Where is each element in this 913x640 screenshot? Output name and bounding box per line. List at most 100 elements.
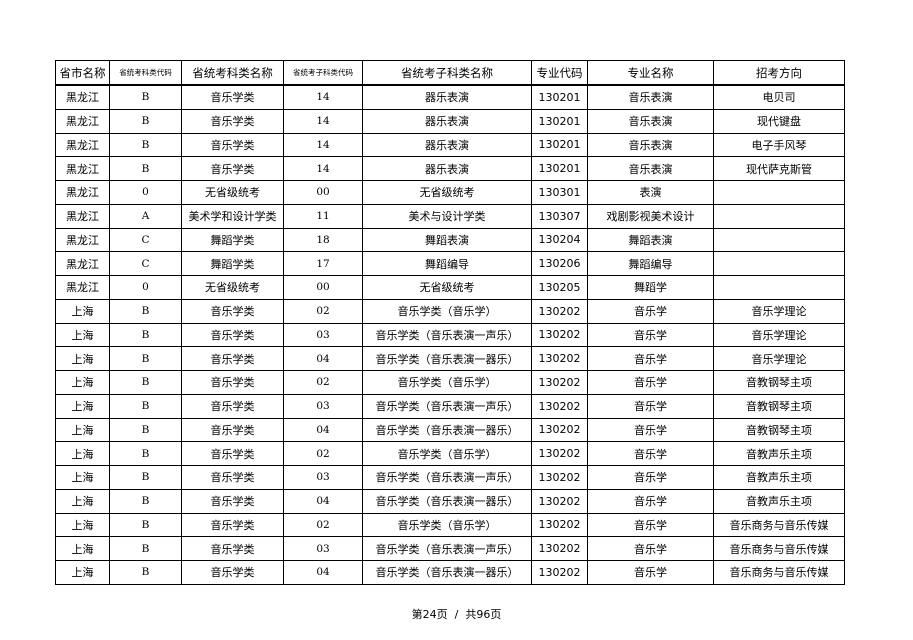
cell-major-code: 130202 xyxy=(531,488,588,514)
cell-subcategory-name: 音乐学类（音乐学） xyxy=(362,441,532,466)
cell-major-code: 130201 xyxy=(531,108,588,134)
cell-major-name: 音乐学 xyxy=(587,417,714,443)
table-row: 上海 B 音乐学类 04 音乐学类（音乐表演一器乐） 130202 音乐学 音教钢琴主项 xyxy=(55,417,845,443)
cell-category-code: B xyxy=(109,322,182,348)
cell-subcategory-code: 00 xyxy=(283,275,363,300)
cell-category-code: A xyxy=(109,203,182,229)
cell-direction: 电子手风琴 xyxy=(713,132,845,158)
cell-major-name: 音乐学 xyxy=(587,298,714,324)
cell-subcategory-name: 音乐学类（音乐表演一声乐） xyxy=(362,536,532,561)
cell-subcategory-code: 03 xyxy=(283,393,363,419)
header-category-code: 省统考科类代码 xyxy=(109,60,182,86)
cell-category-name: 音乐学类 xyxy=(181,370,284,395)
cell-category-name: 音乐学类 xyxy=(181,441,284,466)
cell-category-name: 音乐学类 xyxy=(181,108,284,134)
cell-category-name: 音乐学类 xyxy=(181,346,284,371)
cell-category-name: 音乐学类 xyxy=(181,156,284,181)
cell-major-name: 音乐学 xyxy=(587,322,714,348)
table-row: 黑龙江 B 音乐学类 14 器乐表演 130201 音乐表演 现代键盘 xyxy=(55,108,845,134)
cell-direction: 现代键盘 xyxy=(713,108,845,134)
cell-major-code: 130202 xyxy=(531,512,588,538)
cell-subcategory-code: 02 xyxy=(283,441,363,466)
cell-major-name: 音乐学 xyxy=(587,536,714,561)
cell-subcategory-code: 02 xyxy=(283,298,363,324)
cell-province: 上海 xyxy=(55,322,110,348)
cell-province: 上海 xyxy=(55,560,110,585)
cell-subcategory-name: 音乐学类（音乐表演一器乐） xyxy=(362,488,532,514)
cell-major-name: 音乐学 xyxy=(587,488,714,514)
header-major-code: 专业代码 xyxy=(531,60,588,86)
cell-province: 黑龙江 xyxy=(55,251,110,276)
cell-direction: 现代萨克斯管 xyxy=(713,156,845,181)
cell-major-code: 130205 xyxy=(531,275,588,300)
cell-major-code: 130202 xyxy=(531,536,588,561)
cell-major-name: 音乐学 xyxy=(587,441,714,466)
cell-category-name: 音乐学类 xyxy=(181,560,284,585)
cell-province: 上海 xyxy=(55,393,110,419)
cell-category-code: B xyxy=(109,346,182,371)
cell-province: 黑龙江 xyxy=(55,227,110,253)
cell-subcategory-code: 14 xyxy=(283,108,363,134)
cell-direction: 音乐商务与音乐传媒 xyxy=(713,512,845,538)
cell-subcategory-name: 器乐表演 xyxy=(362,156,532,181)
cell-subcategory-name: 音乐学类（音乐表演一器乐） xyxy=(362,346,532,371)
cell-subcategory-code: 04 xyxy=(283,488,363,514)
cell-category-code: C xyxy=(109,251,182,276)
page-separator: / xyxy=(454,608,459,621)
cell-direction: 音教声乐主项 xyxy=(713,488,845,514)
cell-major-code: 130307 xyxy=(531,203,588,229)
cell-direction xyxy=(713,227,845,253)
cell-subcategory-name: 舞蹈表演 xyxy=(362,227,532,253)
cell-direction: 电贝司 xyxy=(713,84,845,110)
table-row: 黑龙江 B 音乐学类 14 器乐表演 130201 音乐表演 电贝司 xyxy=(55,84,845,110)
table-row: 上海 B 音乐学类 03 音乐学类（音乐表演一声乐） 130202 音乐学 音乐学理论 xyxy=(55,322,845,348)
page-footer: 第24页 / 共96页 xyxy=(0,606,913,622)
cell-category-name: 音乐学类 xyxy=(181,512,284,538)
cell-category-name: 音乐学类 xyxy=(181,132,284,158)
cell-direction: 音乐商务与音乐传媒 xyxy=(713,560,845,585)
cell-major-name: 音乐学 xyxy=(587,512,714,538)
cell-category-code: C xyxy=(109,227,182,253)
cell-category-code: 0 xyxy=(109,275,182,300)
cell-major-name: 舞蹈编导 xyxy=(587,251,714,276)
cell-subcategory-code: 02 xyxy=(283,370,363,395)
cell-subcategory-name: 舞蹈编导 xyxy=(362,251,532,276)
cell-subcategory-code: 02 xyxy=(283,512,363,538)
cell-province: 黑龙江 xyxy=(55,132,110,158)
table-row: 上海 B 音乐学类 03 音乐学类（音乐表演一声乐） 130202 音乐学 音教声乐主项 xyxy=(55,465,845,490)
total-pages: 共96页 xyxy=(465,608,502,621)
cell-subcategory-name: 无省级统考 xyxy=(362,275,532,300)
cell-subcategory-name: 音乐学类（音乐表演一声乐） xyxy=(362,322,532,348)
cell-subcategory-code: 00 xyxy=(283,180,363,205)
cell-major-name: 音乐表演 xyxy=(587,108,714,134)
cell-major-code: 130202 xyxy=(531,346,588,371)
cell-category-code: B xyxy=(109,132,182,158)
cell-province: 上海 xyxy=(55,465,110,490)
table-row: 黑龙江 A 美术学和设计学类 11 美术与设计学类 130307 戏剧影视美术设计 xyxy=(55,203,845,229)
cell-subcategory-code: 14 xyxy=(283,156,363,181)
cell-subcategory-code: 14 xyxy=(283,132,363,158)
cell-category-code: B xyxy=(109,560,182,585)
admissions-table: 省市名称 省统考科类代码 省统考科类名称 省统考子科类代码 省统考子科类名称 专… xyxy=(55,60,845,585)
cell-category-code: B xyxy=(109,370,182,395)
cell-direction: 音教钢琴主项 xyxy=(713,370,845,395)
cell-subcategory-code: 11 xyxy=(283,203,363,229)
table-row: 黑龙江 C 舞蹈学类 18 舞蹈表演 130204 舞蹈表演 xyxy=(55,227,845,253)
cell-subcategory-name: 器乐表演 xyxy=(362,84,532,110)
cell-category-name: 音乐学类 xyxy=(181,417,284,443)
cell-subcategory-code: 04 xyxy=(283,417,363,443)
table-row: 上海 B 音乐学类 02 音乐学类（音乐学） 130202 音乐学 音乐商务与音乐传媒 xyxy=(55,512,845,538)
cell-category-name: 舞蹈学类 xyxy=(181,251,284,276)
cell-major-name: 音乐学 xyxy=(587,346,714,371)
header-subcategory-code: 省统考子科类代码 xyxy=(283,60,363,86)
cell-direction: 音乐学理论 xyxy=(713,322,845,348)
table-row: 上海 B 音乐学类 03 音乐学类（音乐表演一声乐） 130202 音乐学 音教钢琴主项 xyxy=(55,393,845,419)
table-row: 上海 B 音乐学类 04 音乐学类（音乐表演一器乐） 130202 音乐学 音乐学理论 xyxy=(55,346,845,371)
cell-major-name: 音乐学 xyxy=(587,560,714,585)
cell-province: 上海 xyxy=(55,512,110,538)
cell-subcategory-code: 17 xyxy=(283,251,363,276)
cell-province: 黑龙江 xyxy=(55,84,110,110)
cell-category-code: B xyxy=(109,108,182,134)
cell-category-code: B xyxy=(109,298,182,324)
cell-direction: 音乐学理论 xyxy=(713,346,845,371)
